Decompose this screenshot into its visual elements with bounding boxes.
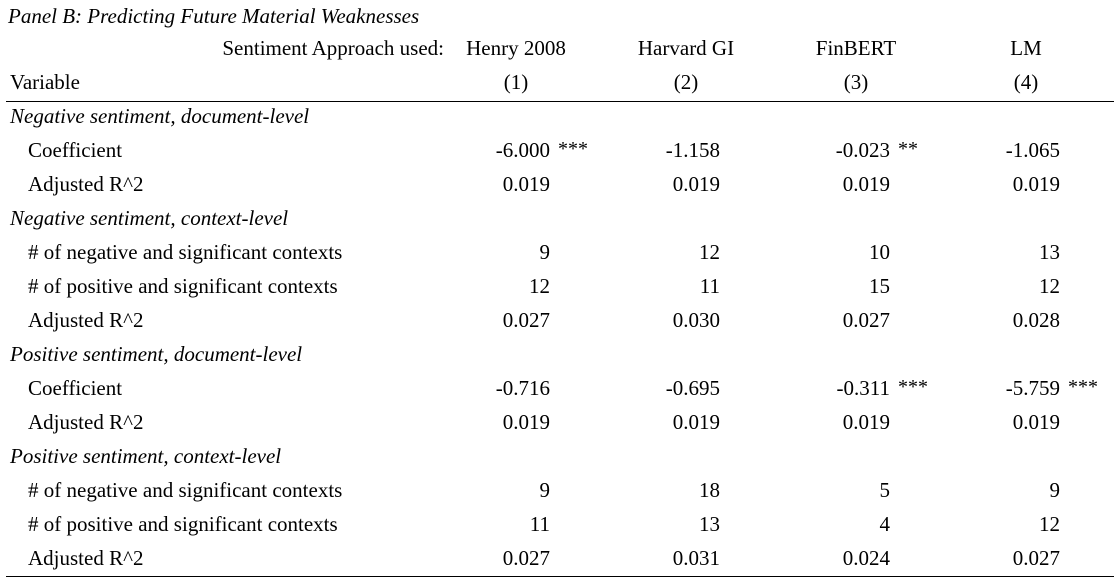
header-row-variable: Variable (1) (2) (3) (4) [0, 70, 1116, 104]
cell-value-col-1: 9 [539, 240, 551, 264]
row-label: # of negative and significant contexts [28, 478, 343, 502]
cell-value-col-3: 15 [869, 274, 890, 298]
table-row: Adjusted R^2 0.019 0.019 0.019 0.019 [0, 172, 1116, 206]
cell-value-col-1: 0.019 [502, 410, 550, 434]
row-label: Coefficient [28, 138, 123, 162]
section-header-row: Negative sentiment, context-level [0, 206, 1116, 240]
cell-value-col-2: 12 [699, 240, 720, 264]
cell-value-col-1: 12 [529, 274, 550, 298]
cell-value-col-3: -0.023 [835, 138, 890, 162]
significance-stars-col-3: *** [898, 376, 928, 398]
column-number-4: (4) [1013, 70, 1039, 94]
table-row: # of positive and significant contexts 11… [0, 512, 1116, 546]
significance-stars-col-4: *** [1068, 376, 1098, 398]
cell-value-col-2: 13 [699, 512, 720, 536]
column-name-2: Harvard GI [637, 36, 735, 60]
column-name-1: Henry 2008 [466, 36, 566, 60]
row-label: Adjusted R^2 [28, 172, 144, 196]
cell-value-col-4: -5.759 [1005, 376, 1060, 400]
column-number-3: (3) [843, 70, 869, 94]
table-row: Adjusted R^2 0.027 0.031 0.024 0.027 [0, 546, 1116, 580]
column-number-2: (2) [673, 70, 699, 94]
cell-value-col-2: 0.019 [672, 410, 720, 434]
cell-value-col-2: -1.158 [665, 138, 720, 162]
cell-value-col-3: 5 [879, 478, 891, 502]
section-title: Positive sentiment, context-level [10, 444, 282, 468]
table-row: Adjusted R^2 0.019 0.019 0.019 0.019 [0, 410, 1116, 444]
section-title: Positive sentiment, document-level [10, 342, 303, 366]
row-label: Coefficient [28, 376, 123, 400]
row-label: Adjusted R^2 [28, 546, 144, 570]
cell-value-col-4: 12 [1039, 512, 1060, 536]
cell-value-col-1: 0.027 [502, 546, 550, 570]
section-title: Negative sentiment, document-level [10, 104, 310, 128]
cell-value-col-2: 0.031 [672, 546, 720, 570]
significance-stars-col-1: *** [558, 138, 588, 160]
cell-value-col-4: -1.065 [1005, 138, 1060, 162]
column-number-1: (1) [503, 70, 529, 94]
cell-value-col-3: 4 [879, 512, 891, 536]
variable-label: Variable [10, 70, 80, 94]
row-label: # of negative and significant contexts [28, 240, 343, 264]
cell-value-col-1: 9 [539, 478, 551, 502]
table-row: Adjusted R^2 0.027 0.030 0.027 0.028 [0, 308, 1116, 342]
cell-value-col-3: 0.019 [842, 410, 890, 434]
cell-value-col-2: -0.695 [665, 376, 720, 400]
row-label: # of positive and significant contexts [28, 512, 338, 536]
row-label: Adjusted R^2 [28, 410, 144, 434]
table-row: Coefficient -0.716 -0.695 -0.311 *** -5.759 **… [0, 376, 1116, 410]
table-row: # of negative and significant contexts 9 1… [0, 240, 1116, 274]
cell-value-col-4: 0.019 [1012, 172, 1060, 196]
cell-value-col-4: 9 [1049, 478, 1061, 502]
row-label: # of positive and significant contexts [28, 274, 338, 298]
table-row: Coefficient -6.000 *** -1.158 -0.023 ** -1.065 [0, 138, 1116, 172]
column-name-3: FinBERT [815, 36, 897, 60]
table-row: # of negative and significant contexts 9 1… [0, 478, 1116, 512]
approach-label: Sentiment Approach used: [222, 36, 444, 60]
cell-value-col-2: 0.019 [672, 172, 720, 196]
header-rule [6, 101, 1114, 102]
cell-value-col-3: -0.311 [836, 376, 890, 400]
cell-value-col-1: 0.019 [502, 172, 550, 196]
cell-value-col-1: 11 [529, 512, 550, 536]
section-title: Negative sentiment, context-level [10, 206, 289, 230]
column-name-4: LM [1010, 36, 1042, 60]
cell-value-col-3: 10 [869, 240, 890, 264]
cell-value-col-4: 0.028 [1012, 308, 1060, 332]
section-header-row: Positive sentiment, document-level [0, 342, 1116, 376]
section-header-row: Negative sentiment, document-level [0, 104, 1116, 138]
cell-value-col-3: 0.019 [842, 172, 890, 196]
cell-value-col-3: 0.027 [842, 308, 890, 332]
cell-value-col-4: 0.019 [1012, 410, 1060, 434]
section-header-row: Positive sentiment, context-level [0, 444, 1116, 478]
cell-value-col-2: 0.030 [672, 308, 720, 332]
cell-value-col-4: 0.027 [1012, 546, 1060, 570]
panel-title: Panel B: Predicting Future Material Weak… [8, 4, 420, 28]
cell-value-col-1: -0.716 [495, 376, 550, 400]
significance-stars-col-3: ** [898, 138, 918, 160]
cell-value-col-3: 0.024 [842, 546, 890, 570]
cell-value-col-1: 0.027 [502, 308, 550, 332]
cell-value-col-4: 12 [1039, 274, 1060, 298]
cell-value-col-2: 18 [699, 478, 720, 502]
header-row-approach: Sentiment Approach used: Henry 2008 Harv… [0, 36, 1116, 70]
bottom-rule [6, 576, 1114, 577]
cell-value-col-4: 13 [1039, 240, 1060, 264]
cell-value-col-1: -6.000 [495, 138, 550, 162]
row-label: Adjusted R^2 [28, 308, 144, 332]
table-row: # of positive and significant contexts 12… [0, 274, 1116, 308]
cell-value-col-2: 11 [699, 274, 720, 298]
